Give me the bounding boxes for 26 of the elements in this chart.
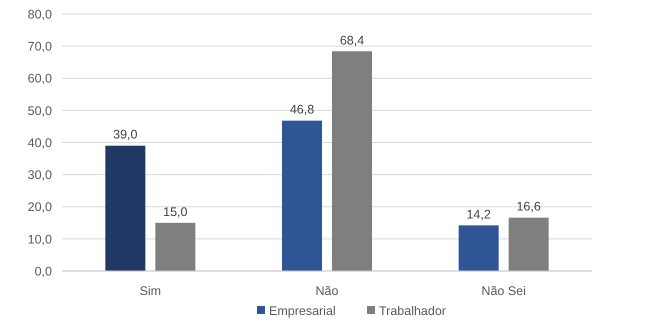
data-label: 15,0 [163, 204, 188, 219]
data-label: 16,6 [516, 200, 541, 214]
bar [282, 120, 322, 271]
y-tick-label: 40,0 [28, 136, 52, 150]
x-tick-label: Sim [140, 284, 162, 298]
y-tick-label: 70,0 [28, 40, 52, 54]
bar [105, 146, 146, 271]
x-tick-label: Não Sei [481, 284, 526, 298]
y-tick-label: 50,0 [28, 104, 52, 118]
y-tick-label: 30,0 [28, 168, 52, 182]
data-label: 14,2 [466, 207, 491, 222]
y-tick-label: 60,0 [28, 72, 52, 86]
y-tick-label: 10,0 [28, 232, 52, 246]
bar [508, 218, 549, 271]
bar [332, 51, 372, 271]
legend-label: Trabalhador [379, 304, 446, 318]
legend-label: Empresarial [269, 304, 336, 318]
y-tick-label: 0,0 [34, 264, 52, 278]
data-label: 39,0 [113, 128, 138, 142]
bar [155, 222, 196, 271]
data-label: 68,4 [340, 33, 364, 48]
x-tick-label: Não [316, 284, 339, 298]
y-tick-label: 80,0 [28, 7, 52, 22]
y-tick-label: 20,0 [28, 200, 52, 214]
bar [458, 225, 499, 271]
data-label: 46,8 [290, 102, 314, 117]
